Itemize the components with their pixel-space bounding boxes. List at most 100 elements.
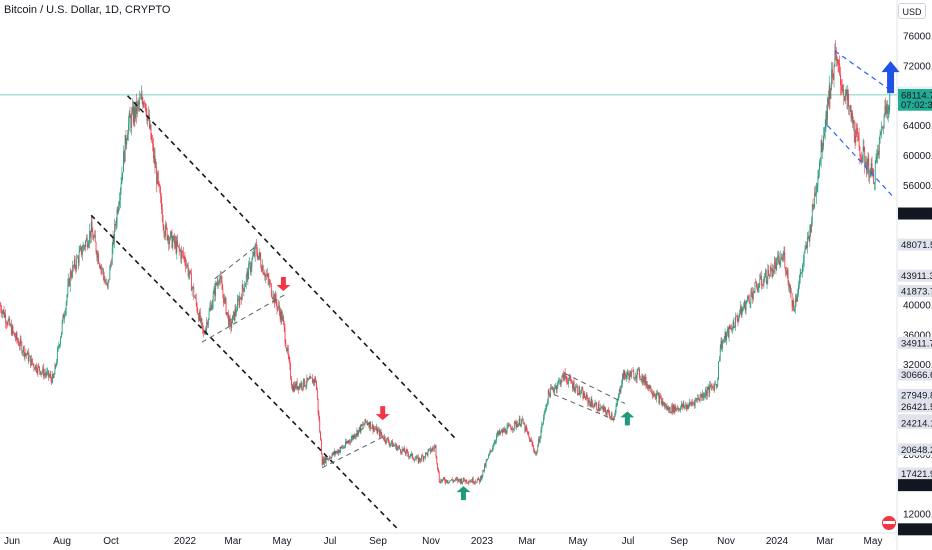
candle — [256, 238, 258, 257]
candle-body — [792, 300, 794, 307]
candle-body — [833, 65, 835, 80]
candle-body — [268, 278, 270, 284]
candle-body — [337, 450, 338, 454]
candle-body — [433, 446, 435, 450]
candle — [85, 234, 87, 242]
signal-arrows — [276, 61, 900, 501]
candle — [802, 254, 804, 272]
price-axis-divider — [0, 0, 898, 550]
candle-body — [120, 183, 122, 190]
candle-body — [784, 252, 786, 268]
candle-body — [288, 356, 290, 361]
candle-body — [53, 374, 55, 378]
candle-body — [551, 387, 553, 389]
candle-body — [689, 402, 691, 403]
candle-body — [840, 74, 841, 86]
candle — [518, 415, 520, 426]
candle-body — [462, 481, 464, 484]
candle — [78, 245, 80, 267]
candle-body — [387, 438, 388, 439]
candle — [461, 477, 463, 484]
candle — [316, 380, 317, 391]
candle-body — [423, 456, 425, 460]
candle-body — [24, 352, 26, 357]
candle-body — [564, 372, 566, 377]
candle — [140, 85, 142, 100]
candle-body — [1, 310, 3, 314]
candle-body — [133, 107, 135, 123]
candle-body — [148, 115, 150, 128]
candle-body — [540, 430, 542, 438]
candle-body — [48, 376, 50, 377]
candle — [447, 480, 449, 485]
candle-body — [523, 423, 525, 425]
candle — [77, 255, 79, 270]
candle-body — [569, 376, 571, 379]
candle-body — [220, 276, 222, 282]
candle — [576, 384, 578, 396]
candle-body — [884, 106, 886, 116]
candle — [167, 234, 169, 245]
candle — [71, 270, 73, 281]
candle — [874, 182, 875, 191]
candle-body — [702, 393, 703, 398]
candle-body — [272, 298, 274, 300]
candle — [705, 387, 707, 399]
candle-body — [106, 282, 108, 287]
candle — [51, 376, 53, 385]
candle-body — [92, 232, 94, 240]
candle-body — [854, 136, 856, 142]
candle — [771, 268, 773, 278]
candle — [88, 239, 90, 249]
candle — [480, 475, 482, 481]
candle — [160, 186, 162, 204]
candle — [56, 359, 57, 368]
candle-body — [502, 429, 504, 434]
currency-selector[interactable]: USD — [898, 3, 926, 19]
candle — [383, 435, 384, 441]
candle-body — [379, 431, 381, 437]
candle — [259, 251, 261, 261]
candle — [392, 442, 394, 448]
candle-body — [691, 402, 693, 405]
candle-body — [369, 422, 371, 428]
candle-body — [285, 342, 287, 348]
candle-body — [224, 297, 225, 304]
candle — [812, 198, 814, 212]
candle — [790, 287, 792, 294]
candle-body — [421, 455, 423, 457]
candle — [418, 457, 420, 464]
candle — [87, 240, 89, 248]
candle-body — [340, 447, 342, 451]
candle — [431, 447, 433, 453]
candle-body — [287, 347, 289, 357]
candle-body — [484, 464, 486, 467]
candle — [409, 454, 411, 458]
candle-body — [658, 394, 660, 404]
candle-body — [320, 431, 321, 440]
x-tick-label: Sep — [369, 536, 387, 547]
candle-body — [89, 230, 91, 243]
candle-body — [338, 450, 340, 453]
candle — [704, 391, 706, 398]
candle-body — [670, 412, 672, 413]
candle — [128, 110, 130, 132]
candle-body — [222, 289, 224, 295]
candle-body — [800, 272, 802, 274]
price-axis-labels: 68363.0668114.7907:02:3052231.7248071.53… — [897, 86, 932, 536]
candle-body — [768, 270, 770, 276]
candle — [486, 458, 488, 462]
candle-body — [336, 450, 338, 453]
candle — [358, 426, 360, 433]
candle — [680, 405, 682, 413]
candle-body — [376, 426, 378, 434]
candle-body — [623, 370, 625, 380]
candle — [242, 283, 244, 293]
candle — [568, 377, 569, 388]
candle — [178, 243, 180, 256]
candle-body — [604, 406, 606, 409]
candle — [569, 374, 571, 381]
candle-body — [572, 383, 573, 389]
candle — [295, 381, 296, 390]
